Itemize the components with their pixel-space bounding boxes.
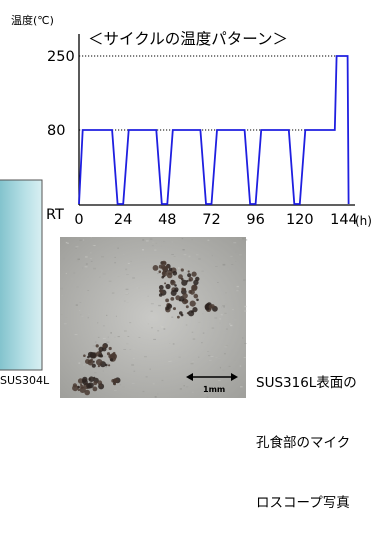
x-tick-label: 144: [330, 212, 358, 228]
y-tick-label: 80: [47, 123, 65, 139]
photo-caption-line: ロスコープ写真: [256, 495, 350, 511]
y-tick-label: RT: [46, 207, 64, 223]
x-axis-unit: (h): [355, 214, 372, 228]
x-tick-label: 0: [74, 212, 83, 228]
scale-bar-label: 1mm: [203, 385, 225, 394]
photo-caption-line: 孔食部のマイク: [256, 435, 351, 451]
photo-caption: SUS316L表面の 孔食部のマイク ロスコープ写真: [256, 333, 374, 533]
microscope-photo: 1mm: [60, 237, 248, 398]
temperature-series-line: [78, 55, 350, 205]
reference-lines: [79, 55, 348, 131]
left-panel-label: SUS304L: [0, 374, 50, 387]
y-tick-label: 250: [47, 49, 75, 65]
temperature-cycle-chart: 温度(℃) ＜サイクルの温度パターン＞ 0 24 48 72 96 120 144(h) RT…: [0, 13, 372, 398]
photo-caption-line: SUS316L表面の: [256, 375, 357, 391]
y-axis-label: 温度(℃): [11, 13, 54, 27]
x-tick-label: 48: [158, 212, 176, 228]
x-tick-label: 120: [286, 212, 314, 228]
chart-title: ＜サイクルの温度パターン＞: [88, 30, 288, 48]
corrosion-pits: [72, 260, 218, 396]
x-tick-label: 72: [202, 212, 220, 228]
left-sample-panel: [0, 179, 43, 371]
scale-bar: [186, 373, 238, 381]
x-tick-label: 24: [114, 212, 132, 228]
x-tick-label: 96: [246, 212, 264, 228]
axis-ticks: 0 24 48 72 96 120 144(h) RT 80 250: [46, 49, 372, 228]
